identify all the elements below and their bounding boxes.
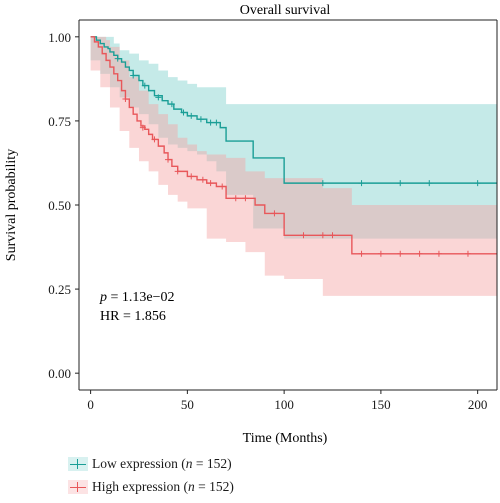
x-tick-label: 150 bbox=[371, 397, 391, 412]
censor-mark bbox=[188, 173, 195, 180]
plot-area: 0.00 0.25 0.50 0.75 1.00 0 50 100 150 200 bbox=[48, 19, 498, 412]
hr-annotation: HR = 1.856 bbox=[100, 309, 166, 324]
censor-mark bbox=[358, 180, 365, 187]
censor-mark bbox=[213, 119, 220, 126]
censor-mark bbox=[130, 72, 137, 79]
legend: Low expression (n = 152) High expression… bbox=[68, 452, 368, 498]
chart-title: Overall survival bbox=[240, 3, 331, 18]
censor-mark bbox=[207, 119, 214, 126]
x-tick-label: 200 bbox=[468, 397, 488, 412]
y-axis-label: Survival probability bbox=[4, 149, 19, 261]
censor-mark bbox=[319, 180, 326, 187]
censor-mark bbox=[188, 112, 195, 119]
censor-mark bbox=[141, 82, 148, 89]
p-value-text: = 1.13e−02 bbox=[107, 290, 175, 305]
confidence-band-high bbox=[90, 36, 497, 296]
censor-mark bbox=[242, 195, 249, 202]
legend-key-high bbox=[68, 479, 88, 494]
censor-mark bbox=[474, 180, 481, 187]
censor-mark bbox=[435, 250, 442, 257]
p-value-annotation: p = 1.13e−02 bbox=[99, 290, 175, 305]
legend-key-low bbox=[68, 456, 88, 471]
censor-mark bbox=[199, 176, 206, 183]
x-tick-label: 50 bbox=[181, 397, 194, 412]
censor-mark bbox=[174, 168, 181, 175]
censor-mark bbox=[377, 250, 384, 257]
legend-equals: = bbox=[194, 478, 210, 494]
censor-mark bbox=[207, 180, 214, 187]
censor-mark bbox=[165, 156, 172, 163]
legend-n-symbol: n bbox=[185, 455, 193, 471]
censor-mark bbox=[300, 232, 307, 239]
censor-mark bbox=[397, 250, 404, 257]
legend-paren: ) bbox=[227, 455, 232, 471]
censor-mark bbox=[464, 250, 471, 257]
censor-mark bbox=[416, 250, 423, 257]
censor-mark bbox=[151, 136, 158, 143]
x-axis-label: Time (Months) bbox=[243, 431, 328, 446]
legend-series-name: Low expression bbox=[92, 455, 178, 471]
y-tick-label: 0.25 bbox=[48, 282, 71, 297]
censor-mark bbox=[271, 210, 278, 217]
censor-mark bbox=[426, 180, 433, 187]
p-symbol: p bbox=[99, 290, 107, 305]
censor-mark bbox=[197, 116, 204, 123]
confidence-band-low bbox=[90, 36, 497, 239]
legend-paren: ( bbox=[180, 478, 189, 494]
y-tick-label: 1.00 bbox=[48, 30, 71, 45]
censor-mark bbox=[155, 94, 162, 101]
y-tick-label: 0.50 bbox=[48, 198, 71, 213]
legend-series-name: High expression bbox=[92, 478, 181, 494]
censor-mark bbox=[114, 55, 121, 62]
censor-mark bbox=[219, 183, 226, 190]
censor-mark bbox=[180, 109, 187, 116]
legend-item-high: High expression (n = 152) bbox=[68, 475, 368, 498]
legend-paren: ) bbox=[229, 478, 234, 494]
y-tick-label: 0.00 bbox=[48, 366, 71, 381]
x-tick-label: 0 bbox=[87, 397, 94, 412]
x-tick-label: 100 bbox=[274, 397, 294, 412]
censor-mark bbox=[122, 96, 129, 103]
y-tick-label: 0.75 bbox=[48, 114, 71, 129]
legend-label-high: High expression (n = 152) bbox=[92, 479, 234, 495]
legend-equals: = bbox=[192, 455, 207, 471]
legend-paren: ( bbox=[177, 455, 186, 471]
legend-n-value: 152 bbox=[209, 478, 230, 494]
censor-mark bbox=[319, 232, 326, 239]
censor-mark bbox=[168, 101, 175, 108]
legend-item-low: Low expression (n = 152) bbox=[68, 452, 368, 475]
censor-mark bbox=[232, 195, 239, 202]
legend-label-low: Low expression (n = 152) bbox=[92, 456, 232, 472]
censor-mark bbox=[397, 180, 404, 187]
censor-mark bbox=[358, 250, 365, 257]
censor-mark bbox=[329, 232, 336, 239]
legend-n-symbol: n bbox=[188, 478, 195, 494]
censor-mark bbox=[139, 124, 146, 131]
legend-n-value: 152 bbox=[206, 455, 228, 471]
